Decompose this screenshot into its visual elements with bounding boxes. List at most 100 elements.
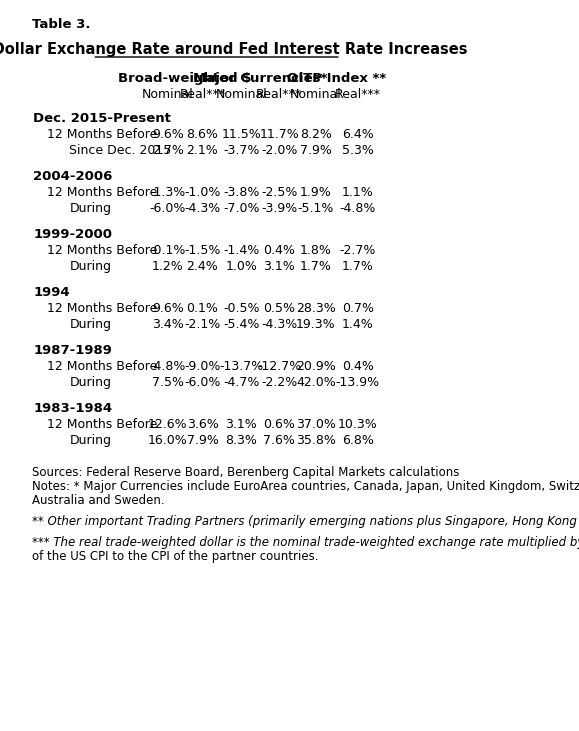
Text: -3.9%: -3.9%: [261, 202, 297, 215]
Text: OITP Index **: OITP Index **: [287, 72, 386, 85]
Text: During: During: [69, 202, 112, 215]
Text: 0.6%: 0.6%: [263, 418, 295, 431]
Text: -2.7%: -2.7%: [340, 244, 376, 257]
Text: 3.6%: 3.6%: [186, 418, 218, 431]
Text: -5.1%: -5.1%: [298, 202, 334, 215]
Text: -4.3%: -4.3%: [261, 318, 297, 331]
Text: 0.7%: 0.7%: [342, 302, 374, 315]
Text: 9.6%: 9.6%: [152, 302, 184, 315]
Text: Nominal: Nominal: [142, 88, 193, 101]
Text: -0.5%: -0.5%: [223, 302, 259, 315]
Text: 0.4%: 0.4%: [342, 360, 373, 373]
Text: -4.3%: -4.3%: [184, 202, 221, 215]
Text: 12 Months Before: 12 Months Before: [46, 128, 157, 141]
Text: 5.3%: 5.3%: [342, 144, 373, 157]
Text: -7.0%: -7.0%: [223, 202, 259, 215]
Text: Table 3.: Table 3.: [32, 18, 91, 31]
Text: Real***: Real***: [256, 88, 302, 101]
Text: -1.5%: -1.5%: [184, 244, 221, 257]
Text: -5.4%: -5.4%: [223, 318, 259, 331]
Text: 0.5%: 0.5%: [263, 302, 295, 315]
Text: 1999-2000: 1999-2000: [34, 228, 112, 241]
Text: 2.7%: 2.7%: [152, 144, 184, 157]
Text: During: During: [69, 376, 112, 389]
Text: -6.0%: -6.0%: [149, 202, 186, 215]
Text: 1.2%: 1.2%: [152, 260, 184, 273]
Text: -4.8%: -4.8%: [149, 360, 186, 373]
Text: Real***: Real***: [335, 88, 381, 101]
Text: Australia and Sweden.: Australia and Sweden.: [32, 494, 165, 507]
Text: During: During: [69, 434, 112, 447]
Text: 7.5%: 7.5%: [152, 376, 184, 389]
Text: 12 Months Before: 12 Months Before: [46, 418, 157, 431]
Text: Nominal: Nominal: [290, 88, 342, 101]
Text: 12 Months Before: 12 Months Before: [46, 360, 157, 373]
Text: -3.8%: -3.8%: [223, 186, 259, 199]
Text: -2.1%: -2.1%: [184, 318, 221, 331]
Text: -1.4%: -1.4%: [223, 244, 259, 257]
Text: -13.9%: -13.9%: [336, 376, 380, 389]
Text: 1994: 1994: [34, 286, 70, 299]
Text: 1.8%: 1.8%: [300, 244, 332, 257]
Text: Since Dec. 2015: Since Dec. 2015: [69, 144, 172, 157]
Text: -6.0%: -6.0%: [184, 376, 221, 389]
Text: 3.1%: 3.1%: [263, 260, 295, 273]
Text: 1.0%: 1.0%: [225, 260, 257, 273]
Text: 1987-1989: 1987-1989: [34, 344, 112, 357]
Text: 12 Months Before: 12 Months Before: [46, 186, 157, 199]
Text: 0.4%: 0.4%: [263, 244, 295, 257]
Text: -3.7%: -3.7%: [223, 144, 259, 157]
Text: -2.2%: -2.2%: [261, 376, 297, 389]
Text: 12 Months Before: 12 Months Before: [46, 302, 157, 315]
Text: 1.4%: 1.4%: [342, 318, 373, 331]
Text: 1.9%: 1.9%: [300, 186, 332, 199]
Text: of the US CPI to the CPI of the partner countries.: of the US CPI to the CPI of the partner …: [32, 550, 318, 563]
Text: Sources: Federal Reserve Board, Berenberg Capital Markets calculations: Sources: Federal Reserve Board, Berenber…: [32, 466, 460, 479]
Text: 28.3%: 28.3%: [296, 302, 336, 315]
Text: 10.3%: 10.3%: [338, 418, 378, 431]
Text: Dec. 2015-Present: Dec. 2015-Present: [34, 112, 171, 125]
Text: -1.3%: -1.3%: [149, 186, 186, 199]
Text: 6.8%: 6.8%: [342, 434, 373, 447]
Text: 16.0%: 16.0%: [148, 434, 188, 447]
Text: -1.0%: -1.0%: [184, 186, 221, 199]
Text: 2.4%: 2.4%: [186, 260, 218, 273]
Text: 11.7%: 11.7%: [259, 128, 299, 141]
Text: -13.7%: -13.7%: [219, 360, 263, 373]
Text: 12.6%: 12.6%: [148, 418, 188, 431]
Text: 1.7%: 1.7%: [342, 260, 373, 273]
Text: -4.8%: -4.8%: [340, 202, 376, 215]
Text: -0.1%: -0.1%: [149, 244, 186, 257]
Text: US Dollar Exchange Rate around Fed Interest Rate Increases: US Dollar Exchange Rate around Fed Inter…: [0, 42, 468, 57]
Text: 9.6%: 9.6%: [152, 128, 184, 141]
Text: 8.6%: 8.6%: [186, 128, 218, 141]
Text: -2.5%: -2.5%: [261, 186, 298, 199]
Text: -12.7%: -12.7%: [257, 360, 301, 373]
Text: 8.3%: 8.3%: [225, 434, 257, 447]
Text: 11.5%: 11.5%: [221, 128, 261, 141]
Text: Real***: Real***: [179, 88, 225, 101]
Text: -4.7%: -4.7%: [223, 376, 259, 389]
Text: During: During: [69, 260, 112, 273]
Text: 35.8%: 35.8%: [296, 434, 336, 447]
Text: -9.0%: -9.0%: [184, 360, 221, 373]
Text: 1.1%: 1.1%: [342, 186, 373, 199]
Text: 7.6%: 7.6%: [263, 434, 295, 447]
Text: 3.1%: 3.1%: [225, 418, 257, 431]
Text: 8.2%: 8.2%: [300, 128, 332, 141]
Text: 6.4%: 6.4%: [342, 128, 373, 141]
Text: 2.1%: 2.1%: [186, 144, 218, 157]
Text: 7.9%: 7.9%: [186, 434, 218, 447]
Text: 1.7%: 1.7%: [300, 260, 332, 273]
Text: Broad-weighted $: Broad-weighted $: [119, 72, 252, 85]
Text: 2004-2006: 2004-2006: [34, 170, 113, 183]
Text: 7.9%: 7.9%: [300, 144, 332, 157]
Text: 0.1%: 0.1%: [186, 302, 218, 315]
Text: 20.9%: 20.9%: [296, 360, 336, 373]
Text: During: During: [69, 318, 112, 331]
Text: 12 Months Before: 12 Months Before: [46, 244, 157, 257]
Text: 37.0%: 37.0%: [296, 418, 336, 431]
Text: ** Other important Trading Partners (primarily emerging nations plus Singapore, : ** Other important Trading Partners (pri…: [32, 515, 579, 528]
Text: 3.4%: 3.4%: [152, 318, 184, 331]
Text: Nominal: Nominal: [215, 88, 267, 101]
